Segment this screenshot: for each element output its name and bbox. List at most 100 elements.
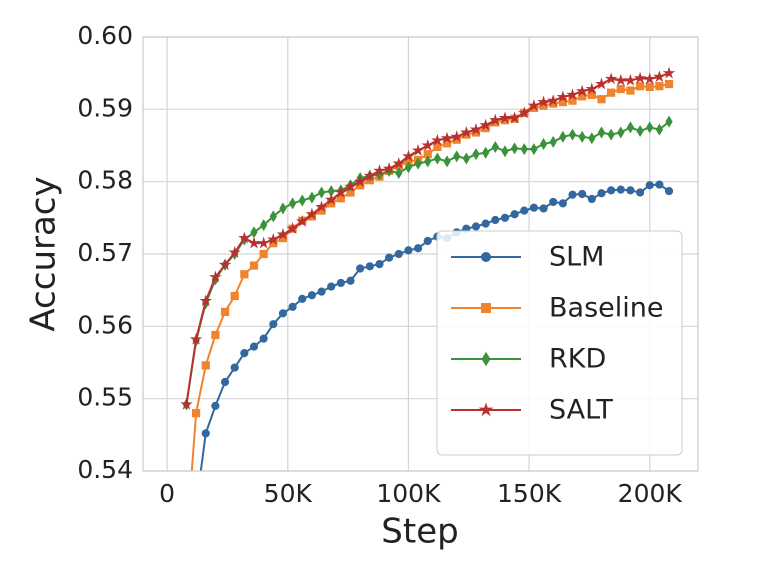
- marker: [230, 291, 239, 301]
- marker: [443, 155, 451, 168]
- marker: [433, 152, 442, 165]
- marker: [201, 361, 210, 370]
- x-tick-label: 100K: [376, 479, 441, 508]
- marker: [308, 191, 316, 204]
- marker: [218, 258, 232, 271]
- marker: [421, 138, 434, 151]
- marker: [491, 140, 499, 153]
- marker: [549, 135, 557, 148]
- marker: [353, 175, 367, 187]
- marker: [411, 144, 425, 156]
- marker: [664, 186, 674, 196]
- legend-label: SALT: [549, 395, 613, 426]
- plot-frame: [142, 36, 699, 472]
- marker: [440, 131, 454, 144]
- marker: [655, 123, 664, 136]
- marker: [247, 236, 261, 249]
- marker: [209, 270, 222, 283]
- marker: [643, 72, 656, 85]
- marker: [385, 253, 394, 262]
- marker: [211, 401, 220, 410]
- marker: [404, 246, 413, 255]
- marker: [240, 348, 249, 358]
- marker: [635, 82, 645, 91]
- marker: [346, 276, 355, 285]
- marker: [558, 199, 567, 208]
- marker: [559, 130, 567, 143]
- marker: [614, 73, 627, 86]
- marker: [607, 186, 616, 195]
- marker: [645, 181, 654, 190]
- marker: [220, 307, 230, 316]
- marker: [500, 213, 510, 222]
- marker: [491, 215, 500, 225]
- marker: [183, 540, 190, 547]
- marker: [230, 363, 239, 372]
- marker: [192, 504, 199, 511]
- marker: [510, 210, 519, 219]
- marker: [460, 125, 473, 138]
- marker: [257, 236, 270, 249]
- marker: [626, 86, 635, 95]
- marker: [595, 77, 608, 90]
- legend-marker: [481, 303, 491, 313]
- marker: [315, 200, 328, 213]
- legend: SLM Baseline RKD SALT: [436, 230, 683, 456]
- marker: [539, 204, 548, 213]
- marker: [259, 334, 268, 343]
- marker: [288, 197, 297, 210]
- marker: [392, 157, 406, 169]
- marker: [267, 232, 280, 245]
- marker: [653, 70, 666, 83]
- marker: [365, 262, 374, 271]
- marker: [604, 72, 618, 85]
- marker: [276, 227, 290, 240]
- marker: [510, 142, 519, 155]
- x-tick-label: 50K: [264, 479, 313, 508]
- marker: [556, 90, 570, 103]
- marker: [431, 133, 444, 146]
- y-tick-label: 0.60: [77, 21, 133, 50]
- marker: [539, 138, 548, 151]
- marker: [479, 118, 492, 131]
- marker: [616, 84, 625, 94]
- marker: [228, 245, 241, 258]
- marker: [518, 106, 531, 119]
- marker: [249, 342, 259, 351]
- marker: [191, 409, 201, 418]
- marker: [305, 207, 319, 220]
- y-tick-label: 0.56: [77, 310, 133, 339]
- marker: [578, 189, 587, 199]
- marker: [520, 143, 528, 156]
- marker: [199, 294, 212, 307]
- y-tick-label: 0.54: [77, 455, 133, 484]
- marker: [597, 126, 606, 139]
- marker: [336, 278, 345, 288]
- marker: [646, 121, 654, 134]
- x-axis-label: Step: [381, 512, 458, 552]
- marker: [597, 189, 606, 198]
- marker: [317, 186, 326, 199]
- marker: [395, 166, 403, 179]
- marker: [344, 180, 357, 193]
- labels: 0.54 0.55 0.56 0.57 0.58 0.59 0.60 0 50K 100K 150K…: [77, 21, 682, 508]
- marker: [298, 294, 307, 303]
- marker: [296, 214, 309, 227]
- marker: [501, 145, 509, 158]
- marker: [423, 236, 432, 246]
- marker: [616, 185, 625, 194]
- marker: [481, 219, 490, 228]
- marker: [269, 320, 278, 329]
- marker: [450, 130, 463, 143]
- marker: [453, 150, 461, 163]
- marker: [633, 71, 647, 84]
- marker: [240, 270, 249, 279]
- marker: [404, 161, 413, 174]
- marker: [546, 94, 560, 106]
- marker: [482, 146, 490, 159]
- marker: [220, 377, 230, 387]
- marker: [402, 149, 415, 162]
- legend-box: [436, 230, 683, 456]
- y-axis-label: Accuracy: [24, 176, 64, 331]
- marker: [527, 99, 541, 112]
